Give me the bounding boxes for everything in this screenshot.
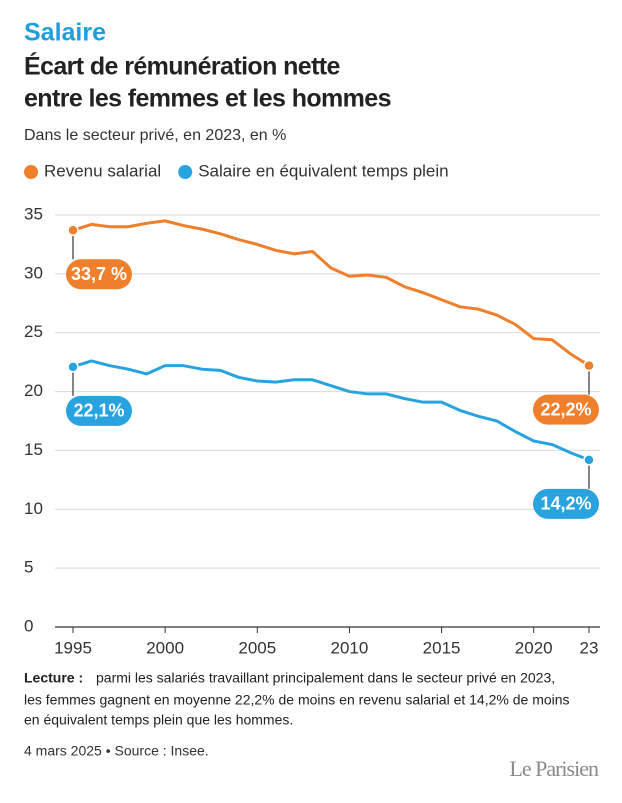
series-line [72, 359, 590, 462]
series-line [72, 219, 590, 367]
value-label-box [533, 394, 599, 425]
note-line: les femmes gagnent en moyenne 22,2% de m… [24, 692, 570, 708]
value-label: 22,2% [540, 399, 591, 419]
chart-title: entre les femmes et les hommes [24, 85, 391, 113]
y-tick-label: 10 [24, 499, 43, 518]
value-label-box [66, 395, 132, 426]
logo: Le Parisien [509, 756, 599, 781]
kicker: Salaire [24, 19, 106, 47]
x-tick-label: 23 [580, 638, 599, 657]
source: 4 mars 2025 • Source : Insee. [24, 743, 209, 759]
y-tick-label: 5 [24, 558, 33, 577]
y-tick-label: 30 [24, 263, 43, 282]
legend-swatch [178, 165, 193, 179]
legend-label: Revenu salarial [44, 161, 161, 180]
y-tick-label: 35 [24, 204, 43, 223]
y-tick-label: 15 [24, 440, 43, 459]
note-line: parmi les salariés travaillant principal… [96, 670, 555, 686]
x-tick-label: 2000 [146, 638, 184, 657]
point [67, 361, 79, 373]
note-line: en équivalent temps plein que les hommes… [24, 712, 293, 728]
value-label: 22,1% [73, 401, 124, 421]
point [583, 359, 595, 372]
y-tick-label: 0 [24, 616, 33, 635]
value-label: 33,7 % [71, 264, 127, 284]
y-tick-label: 20 [24, 381, 43, 400]
x-tick-label: 2015 [423, 638, 461, 657]
chart-title: Écart de rémunération nette [24, 52, 341, 81]
legend-swatch [24, 165, 38, 179]
point [583, 454, 595, 466]
point [67, 224, 79, 237]
value-label-box [533, 488, 599, 519]
x-tick-label: 1995 [54, 638, 92, 657]
y-tick-label: 25 [24, 322, 43, 341]
value-label: 14,2% [540, 494, 591, 514]
legend-label: Salaire en équivalent temps plein [198, 161, 448, 180]
subtitle: Dans le secteur privé, en 2023, en % [24, 127, 286, 144]
x-tick-label: 2010 [331, 638, 369, 657]
x-tick-label: 2005 [238, 638, 276, 657]
x-tick-label: 2020 [515, 638, 553, 657]
note-label: Lecture : [24, 670, 83, 686]
value-label-box [66, 259, 132, 290]
